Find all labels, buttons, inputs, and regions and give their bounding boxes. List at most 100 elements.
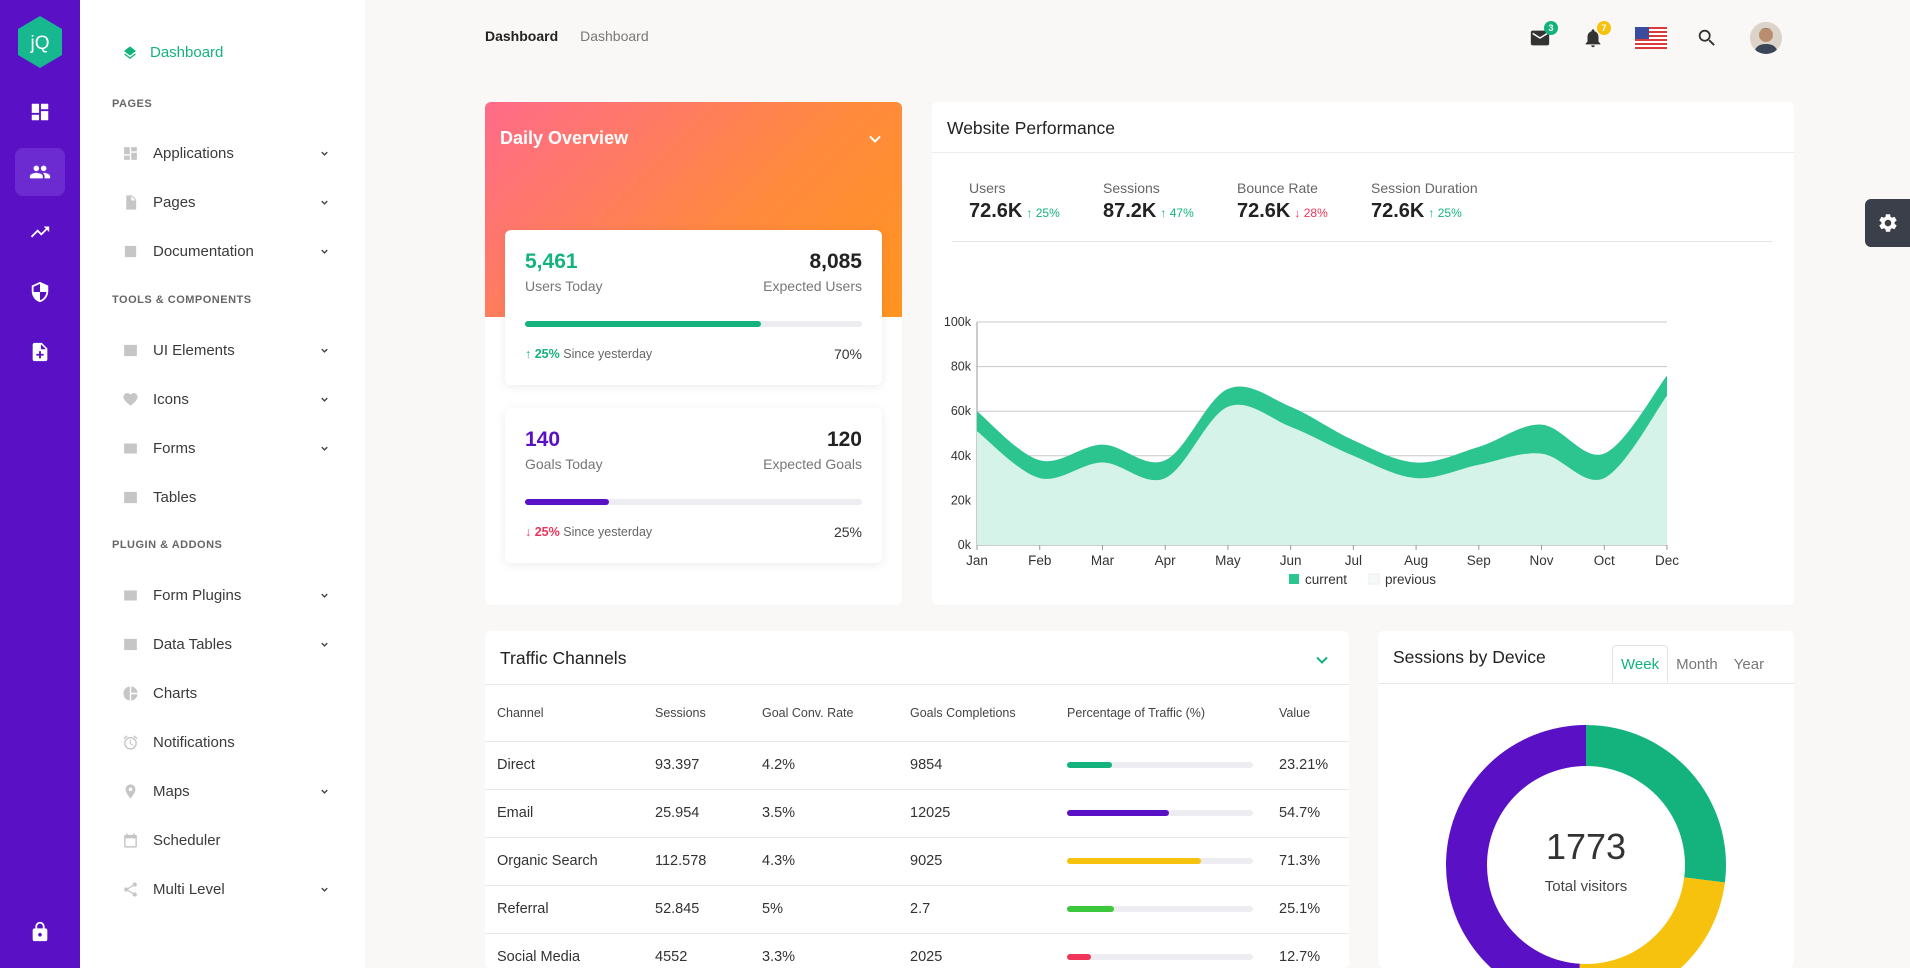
legend-swatch-current — [1289, 574, 1299, 584]
breadcrumb-current[interactable]: Dashboard — [485, 28, 559, 44]
sidebar-item-ui-elements[interactable]: UI Elements — [122, 338, 332, 362]
language-selector[interactable] — [1635, 26, 1667, 50]
trending-icon — [30, 226, 50, 238]
kpi-change-pct: 47% — [1169, 206, 1194, 220]
tab-month[interactable]: Month — [1676, 655, 1718, 673]
x-tick-label: Apr — [1155, 553, 1177, 568]
sidebar-item-pages[interactable]: Pages — [122, 190, 332, 214]
x-tick-label: Oct — [1594, 553, 1615, 568]
kpi-change-pct: 25% — [1035, 206, 1060, 220]
total-visitors-label: Total visitors — [1544, 878, 1628, 895]
kpi-label: Users — [969, 180, 1006, 196]
mail-badge: 3 — [1544, 21, 1558, 35]
sidebar-item-icons[interactable]: Icons — [122, 387, 332, 411]
tab-week[interactable]: Week — [1612, 645, 1669, 683]
x-tick-label: Nov — [1530, 553, 1554, 568]
column-header: Goals Completions — [898, 685, 1055, 742]
donut-segment[interactable] — [1446, 725, 1586, 968]
sidebar-item-applications[interactable]: Applications — [122, 141, 332, 165]
chevron-down-icon — [321, 446, 328, 451]
donut-segment[interactable] — [1586, 725, 1726, 883]
goals-today-value: 140 — [525, 428, 561, 451]
rail-dashboard[interactable] — [15, 88, 65, 136]
goals-since: Since yesterday — [563, 525, 653, 539]
user-avatar[interactable] — [1750, 22, 1782, 54]
users-today-label: Users Today — [525, 278, 603, 294]
channel-cell: Social Media — [485, 933, 643, 968]
chevron-down-icon[interactable] — [1315, 653, 1329, 667]
legend-label-previous[interactable]: previous — [1385, 572, 1436, 587]
rail-documents[interactable] — [15, 328, 65, 376]
series-previous-area — [977, 395, 1667, 545]
x-tick-label: Aug — [1404, 553, 1428, 568]
sidebar-item-multi-level[interactable]: Multi Level — [122, 877, 332, 901]
x-tick-label: Mar — [1091, 553, 1115, 568]
sidebar-item-maps[interactable]: Maps — [122, 779, 332, 803]
conv-rate-cell: 3.3% — [750, 933, 898, 968]
sidebar-item-scheduler[interactable]: Scheduler — [122, 828, 332, 852]
table-row[interactable]: Direct 93.397 4.2% 9854 23.21% — [485, 741, 1349, 790]
traffic-bar-fill — [1067, 954, 1092, 960]
sidebar-item-dashboard[interactable]: Dashboard — [122, 44, 223, 61]
table-row[interactable]: Social Media 4552 3.3% 2025 12.7% — [485, 933, 1349, 968]
search-icon — [1698, 29, 1715, 46]
conv-rate-cell: 3.5% — [750, 789, 898, 838]
breadcrumb: Dashboard Dashboard — [485, 28, 649, 44]
search-button[interactable] — [1694, 25, 1720, 51]
sidebar-item-documentation[interactable]: Documentation — [122, 239, 332, 263]
sidebar: Dashboard Pages Tools & Components Plugi… — [80, 0, 365, 968]
tab-year[interactable]: Year — [1733, 655, 1765, 673]
arrow-up-icon: ↑ — [1160, 206, 1170, 220]
chevron-down-icon[interactable] — [868, 132, 882, 146]
table-row[interactable]: Organic Search 112.578 4.3% 9025 71.3% — [485, 837, 1349, 886]
chevron-down-icon — [321, 151, 328, 156]
mail-button[interactable]: 3 — [1527, 21, 1558, 51]
device-tabs: Week Month Year — [1612, 645, 1772, 683]
breadcrumb-sub[interactable]: Dashboard — [580, 28, 649, 44]
rail-security[interactable] — [15, 268, 65, 316]
kpi-change-pct: 28% — [1303, 206, 1328, 220]
kpi-value-row: 87.2K ↑ 47% — [1103, 200, 1237, 223]
sidebar-item-data-tables[interactable]: Data Tables — [122, 632, 332, 656]
column-header: Channel — [485, 685, 643, 742]
sidebar-item-notifications[interactable]: Notifications — [122, 730, 332, 754]
sessions-cell: 93.397 — [643, 741, 750, 790]
kpi-value: 72.6K — [1237, 200, 1291, 222]
app-logo[interactable]: jQ — [18, 16, 62, 68]
sidebar-item-charts[interactable]: Charts — [122, 681, 332, 705]
donut-segment[interactable] — [1577, 877, 1725, 968]
table-row[interactable]: Email 25.954 3.5% 12025 54.7% — [485, 789, 1349, 838]
rail-analytics[interactable] — [15, 208, 65, 256]
value-cell: 71.3% — [1267, 837, 1349, 886]
table-row[interactable]: Referral 52.845 5% 2.7 25.1% — [485, 885, 1349, 934]
traffic-bar — [1067, 906, 1253, 912]
value-cell: 54.7% — [1267, 789, 1349, 838]
bell-icon — [1585, 29, 1601, 48]
rail-lock[interactable] — [15, 908, 65, 956]
legend-label-current[interactable]: current — [1305, 572, 1347, 587]
layers-icon — [124, 45, 136, 59]
sidebar-item-tables[interactable]: Tables — [122, 485, 332, 509]
sidebar-item-label: Data Tables — [153, 635, 232, 653]
grid-icon — [124, 146, 137, 160]
notifications-button[interactable]: 7 — [1580, 21, 1611, 51]
sidebar-item-label: Dashboard — [150, 44, 224, 61]
x-tick-label: May — [1215, 553, 1241, 568]
traffic-bar — [1067, 858, 1253, 864]
lock-icon — [32, 921, 48, 942]
table-icon — [124, 491, 137, 503]
goals-change: ↓ 25% Since yesterday — [525, 525, 652, 539]
share-icon — [124, 881, 137, 897]
traffic-bar — [1067, 954, 1253, 960]
sidebar-item-label: Notifications — [153, 733, 235, 751]
users-stat-card: 5,461 Users Today 8,085 Expected Users ↑… — [505, 230, 882, 385]
performance-chart: 0k 20k 40k 60k 80k 100k Jan Feb Mar Apr May Jun Jul A… — [944, 315, 1679, 587]
arrow-up-icon: ↑ — [1428, 206, 1438, 220]
sidebar-item-form-plugins[interactable]: Form Plugins — [122, 583, 332, 607]
settings-toggle[interactable] — [1865, 199, 1910, 247]
sidebar-item-label: Scheduler — [153, 831, 221, 849]
divider — [932, 152, 1794, 153]
rail-users[interactable] — [15, 148, 65, 196]
kpi-label: Sessions — [1103, 180, 1160, 196]
sidebar-item-forms[interactable]: Forms — [122, 436, 332, 460]
